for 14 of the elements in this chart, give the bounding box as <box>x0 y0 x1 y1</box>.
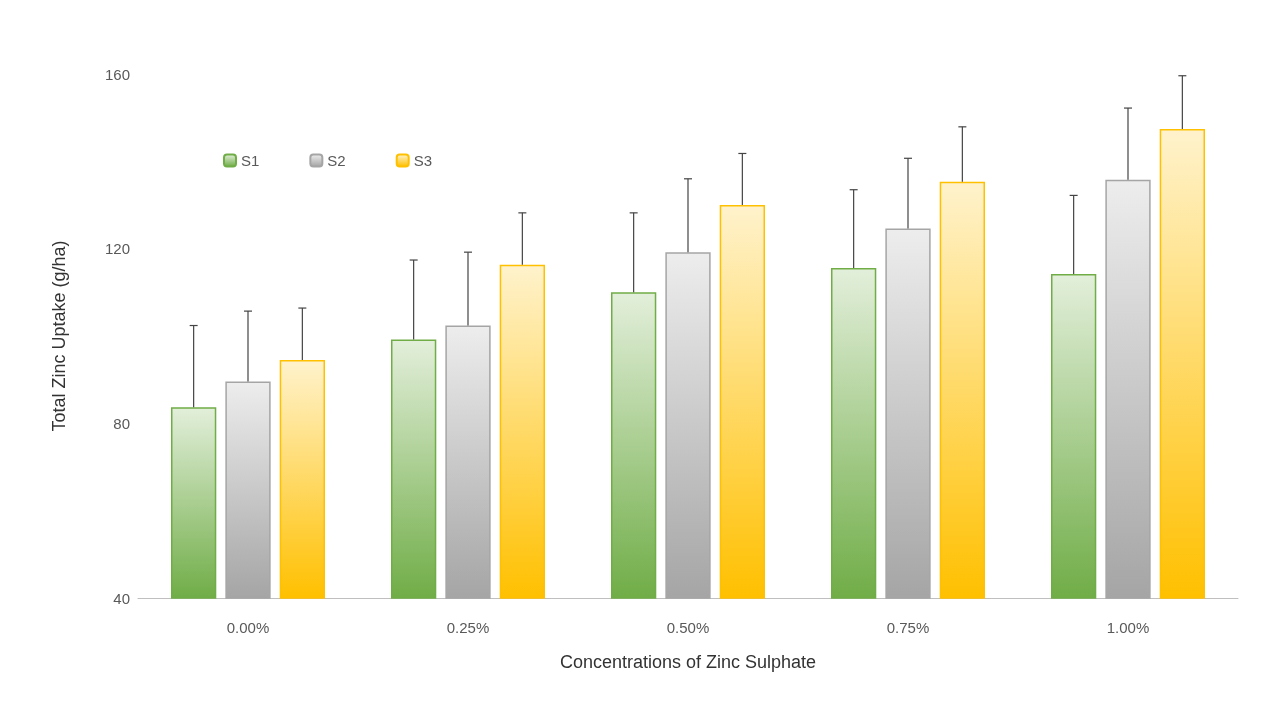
y-tick-label: 80 <box>113 414 130 432</box>
y-tick-label: 40 <box>113 589 130 607</box>
legend-label: S1 <box>241 152 260 169</box>
x-tick-label: 1.00% <box>1106 619 1150 636</box>
y-tick-label: 120 <box>104 240 130 258</box>
legend-label: S3 <box>413 152 433 169</box>
x-tick-label: 0.00% <box>226 619 270 636</box>
y-axis-title: Total Zinc Uptake (g/ha) <box>49 240 69 432</box>
x-axis-title: Concentrations of Zinc Sulphate <box>559 652 817 672</box>
y-tick-label: 160 <box>104 65 130 83</box>
legend-label: S2 <box>327 152 346 169</box>
x-tick-label: 0.75% <box>886 619 930 636</box>
x-tick-label: 0.50% <box>666 619 710 636</box>
x-tick-label: 0.25% <box>446 619 490 636</box>
